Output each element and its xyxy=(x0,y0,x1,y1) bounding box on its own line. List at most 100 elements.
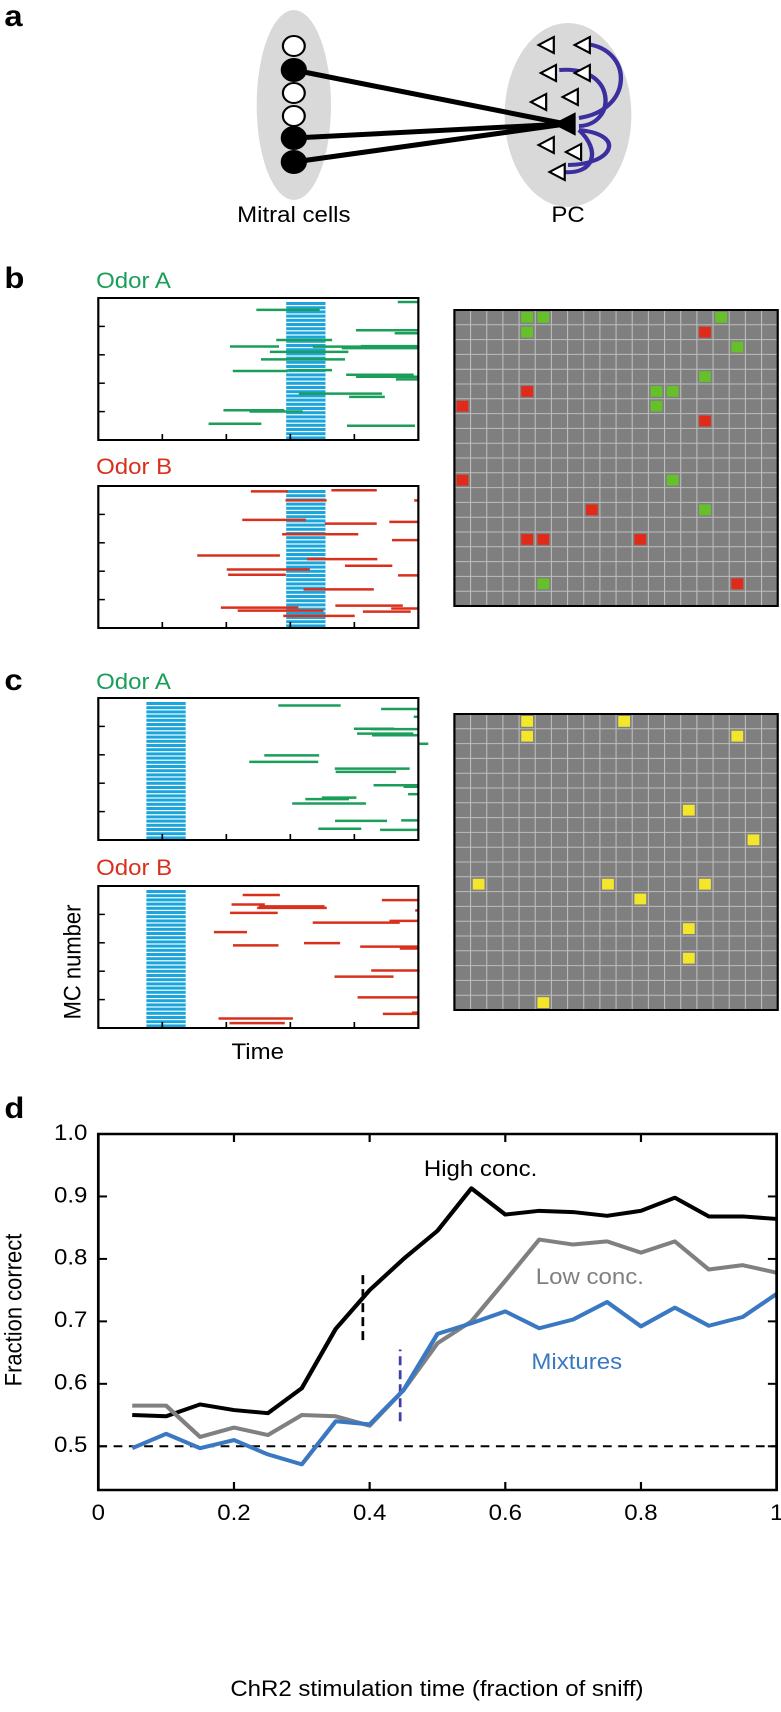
stim-bar xyxy=(146,1007,186,1011)
rasters xyxy=(97,297,779,1029)
stim-bar xyxy=(286,557,326,561)
cell xyxy=(699,415,711,427)
series-line xyxy=(131,1292,778,1467)
stim-bar xyxy=(286,428,326,431)
cell xyxy=(618,716,631,727)
stim-bar xyxy=(146,794,186,798)
stim-bar xyxy=(286,348,326,352)
stim-bar xyxy=(146,911,186,914)
stim-bar xyxy=(286,616,326,619)
stim-bar xyxy=(146,828,186,831)
stim-bar xyxy=(146,819,186,823)
series-label: Low conc. xyxy=(536,1264,644,1289)
stim-bar xyxy=(146,936,186,940)
pc-label: PC xyxy=(551,202,584,227)
stim-bar xyxy=(286,607,326,611)
stim-bar xyxy=(286,515,326,519)
stim-bar xyxy=(286,548,326,552)
cell xyxy=(682,952,695,964)
stim-bar xyxy=(286,365,326,368)
stim-bar xyxy=(146,781,186,785)
stim-bar xyxy=(286,331,326,335)
stim-bar xyxy=(286,599,326,603)
x-tick-label: 0.4 xyxy=(353,1500,387,1525)
stim-bar xyxy=(146,944,186,948)
stim-bar xyxy=(146,807,186,810)
y-label: MC number xyxy=(59,904,86,1019)
stim-bar xyxy=(286,540,326,544)
cell xyxy=(537,578,550,590)
stim-bar xyxy=(146,894,186,898)
cell xyxy=(521,386,534,397)
cell xyxy=(456,474,469,486)
stim-bar xyxy=(286,398,326,402)
cell xyxy=(472,878,485,890)
series-line xyxy=(132,1237,778,1439)
stim-bar xyxy=(146,923,186,927)
x-tick-label: 0.2 xyxy=(217,1500,250,1525)
stim-bar xyxy=(286,603,326,607)
stim-bar xyxy=(146,773,186,777)
stim-bar xyxy=(286,323,326,326)
cell xyxy=(666,474,679,486)
stim-bar xyxy=(286,494,326,498)
stim-bar xyxy=(286,436,326,440)
stim-bar xyxy=(146,995,186,998)
plot-frame xyxy=(96,1132,778,1492)
stim-bar xyxy=(146,739,186,743)
stim-bar xyxy=(146,978,186,982)
series-label: Mixtures xyxy=(531,1349,622,1374)
stim-bar xyxy=(146,898,186,902)
stim-bar xyxy=(146,811,186,815)
cell xyxy=(650,400,663,412)
grid-frame xyxy=(453,309,779,607)
cell xyxy=(650,386,663,397)
y-tick-label: 0.5 xyxy=(54,1432,87,1457)
stim-bar xyxy=(146,919,186,923)
cell xyxy=(456,400,469,412)
cell xyxy=(731,341,744,353)
raster-frame xyxy=(97,297,420,441)
stim-bar xyxy=(146,1024,186,1028)
cell xyxy=(521,534,534,545)
odor-label: Odor A xyxy=(96,669,171,694)
cell xyxy=(521,730,534,742)
stim-bar xyxy=(146,986,186,990)
stim-bar xyxy=(146,969,186,973)
cell xyxy=(521,716,534,727)
stim-bar xyxy=(146,752,186,756)
stim-bar xyxy=(146,735,186,739)
stim-bar xyxy=(146,902,186,906)
stim-bar xyxy=(286,419,326,423)
stim-bar xyxy=(146,710,186,714)
x-label: Time xyxy=(232,1039,284,1064)
stim-bar xyxy=(286,578,326,582)
panel-label: d xyxy=(4,1091,24,1124)
x-tick-label: 0.8 xyxy=(624,1500,657,1525)
stim-bar xyxy=(146,718,186,722)
stim-bar xyxy=(286,302,326,305)
cell xyxy=(634,534,647,545)
stim-bar xyxy=(286,377,326,381)
odor-label: Odor B xyxy=(96,855,172,880)
stim-bar xyxy=(286,402,326,406)
raster-frame xyxy=(97,485,420,629)
stim-bar xyxy=(146,1011,186,1015)
stim-bar xyxy=(286,407,326,410)
series-line xyxy=(132,1186,777,1419)
stim-bar xyxy=(146,999,186,1003)
stim-bar xyxy=(286,327,326,331)
stim-bar xyxy=(146,990,186,994)
stim-bar xyxy=(146,982,186,986)
y-axis-label: Fraction correct xyxy=(0,1233,27,1386)
cell xyxy=(699,371,711,382)
odor-label: Odor A xyxy=(96,268,171,293)
stim-bar xyxy=(146,714,186,718)
stim-bar xyxy=(146,748,186,752)
stim-bar xyxy=(286,595,326,598)
stim-bar xyxy=(146,957,186,961)
stim-bar xyxy=(146,756,186,760)
diagram-a xyxy=(256,10,632,207)
stim-bar xyxy=(146,798,186,802)
